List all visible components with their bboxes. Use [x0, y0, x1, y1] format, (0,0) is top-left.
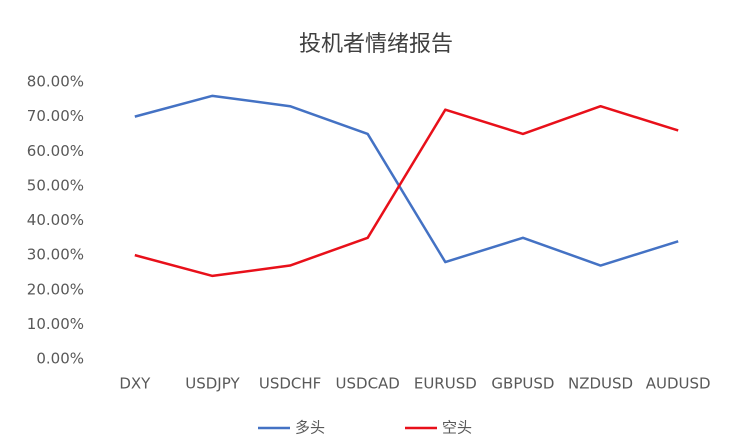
- x-tick-label: USDCHF: [259, 375, 321, 393]
- y-tick-label: 60.00%: [27, 142, 84, 160]
- x-tick-label: AUDUSD: [646, 375, 711, 393]
- y-tick-label: 80.00%: [27, 73, 84, 91]
- x-tick-label: NZDUSD: [568, 375, 633, 393]
- y-tick-label: 0.00%: [36, 350, 84, 368]
- x-tick-label: USDCAD: [336, 375, 400, 393]
- y-tick-label: 10.00%: [27, 315, 84, 333]
- x-tick-label: DXY: [119, 375, 151, 393]
- chart-title: 投机者情绪报告: [299, 32, 453, 57]
- legend-label: 空头: [442, 419, 472, 437]
- y-tick-label: 70.00%: [27, 107, 84, 125]
- line-series: [134, 104, 679, 278]
- y-tick-label: 50.00%: [27, 176, 84, 194]
- y-tick-label: 40.00%: [27, 211, 84, 229]
- line-series: [134, 94, 679, 267]
- x-tick-label: GBPUSD: [491, 375, 554, 393]
- y-tick-label: 30.00%: [27, 246, 84, 264]
- x-tick-label: USDJPY: [185, 375, 240, 393]
- legend-label: 多头: [295, 419, 325, 437]
- x-tick-label: EURUSD: [414, 375, 477, 393]
- y-tick-label: 20.00%: [27, 280, 84, 298]
